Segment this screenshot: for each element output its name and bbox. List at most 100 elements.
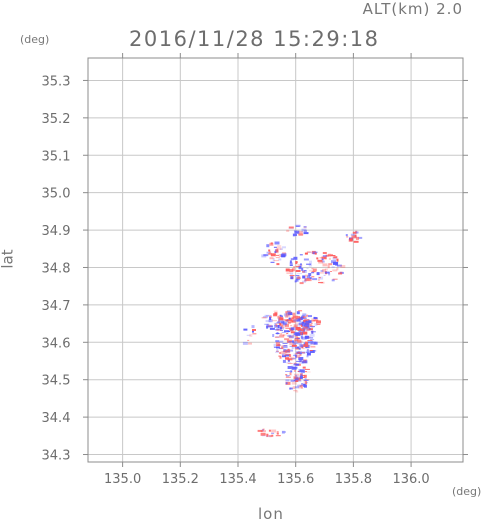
echo-cell xyxy=(296,311,300,315)
echo-cell xyxy=(318,282,324,284)
x-tick-label: 136.0 xyxy=(392,472,429,487)
echo-cell xyxy=(300,351,306,354)
echo-cell xyxy=(303,258,309,261)
echo-cell xyxy=(294,280,297,283)
echo-cell xyxy=(307,275,310,279)
echo-cell xyxy=(252,329,256,331)
echo-cell xyxy=(288,341,294,343)
echo-cell xyxy=(302,313,307,317)
echo-cell xyxy=(276,325,279,327)
echo-cell xyxy=(264,314,270,317)
echo-cell xyxy=(291,366,297,370)
echo-cell xyxy=(316,272,320,276)
echo-cell xyxy=(309,342,312,346)
echo-cell xyxy=(298,310,303,312)
y-tick-label: 34.5 xyxy=(42,374,71,389)
echo-cell xyxy=(279,348,283,349)
x-tick-label: 135.2 xyxy=(162,472,199,487)
echo-cell xyxy=(303,380,307,384)
echo-cell xyxy=(305,351,309,353)
x-tick-label: 135.8 xyxy=(335,472,372,487)
echo-cell xyxy=(273,310,278,312)
echo-cell xyxy=(292,317,295,320)
echo-cell xyxy=(301,375,305,376)
echo-cell xyxy=(279,330,283,331)
echo-cell xyxy=(289,269,294,273)
echo-cell xyxy=(261,429,264,432)
echo-cell xyxy=(271,434,274,437)
echo-cell xyxy=(252,330,254,333)
echo-cell xyxy=(314,252,317,255)
echo-cell xyxy=(276,246,282,250)
echo-cell xyxy=(285,323,289,327)
echo-cell xyxy=(282,246,286,249)
echo-cell xyxy=(274,241,280,245)
echo-cell xyxy=(299,332,303,335)
echo-cell xyxy=(332,278,338,280)
echo-cell xyxy=(303,270,307,272)
echo-cell xyxy=(349,238,353,242)
echo-cell xyxy=(308,315,312,318)
echo-cell xyxy=(293,353,296,357)
echo-cell xyxy=(286,319,292,322)
echo-cell xyxy=(273,325,278,328)
echo-cell xyxy=(283,345,287,347)
echo-cell xyxy=(289,343,294,346)
echo-cell xyxy=(298,357,304,360)
echo-cell xyxy=(300,263,302,266)
echo-cell xyxy=(301,370,303,374)
echo-cell xyxy=(285,370,291,372)
echo-cell xyxy=(350,233,355,236)
echo-cell xyxy=(285,315,289,318)
y-axis-unit: (deg) xyxy=(20,33,50,46)
echo-cell xyxy=(280,333,283,335)
echo-cell xyxy=(345,234,348,237)
echo-cell xyxy=(294,377,299,381)
echo-cell xyxy=(291,268,295,272)
echo-cell xyxy=(280,326,282,330)
echo-cell xyxy=(291,365,294,368)
echo-cell xyxy=(290,264,293,266)
echo-cell xyxy=(268,252,272,255)
echo-cell xyxy=(312,268,317,272)
echo-cell xyxy=(281,430,285,434)
echo-cell xyxy=(306,355,309,358)
echo-cell xyxy=(287,363,293,364)
echo-cell xyxy=(276,350,279,352)
echo-cell xyxy=(284,330,289,333)
echo-cell xyxy=(296,232,299,234)
echo-cell xyxy=(316,320,321,324)
echo-cell xyxy=(309,337,314,339)
echo-cell xyxy=(336,264,342,267)
echo-cell xyxy=(290,379,295,382)
echo-cell xyxy=(295,270,301,272)
echo-cell xyxy=(289,354,292,358)
echo-cell xyxy=(294,386,299,389)
echo-cell xyxy=(302,383,306,387)
echo-cell xyxy=(296,351,301,353)
echo-cell xyxy=(305,316,308,318)
echo-cell xyxy=(338,272,343,275)
echo-cell xyxy=(287,366,292,369)
echo-cell xyxy=(294,346,299,349)
echo-cell xyxy=(261,435,265,437)
echo-cell xyxy=(299,384,303,387)
echo-cell xyxy=(310,346,316,348)
echo-cell xyxy=(297,346,300,349)
y-tick-label: 34.9 xyxy=(42,224,71,239)
echo-cell xyxy=(295,390,299,393)
echo-cell xyxy=(289,387,293,390)
echo-cell xyxy=(309,270,315,272)
echo-cell xyxy=(289,260,292,264)
echo-cell xyxy=(299,369,305,373)
echo-cell xyxy=(321,256,327,259)
echo-cell xyxy=(319,272,324,274)
echo-cell xyxy=(295,226,300,227)
echo-cell xyxy=(304,323,310,327)
echo-cell xyxy=(303,319,307,323)
echo-cell xyxy=(278,258,282,261)
echo-cell xyxy=(310,339,315,341)
echo-cell xyxy=(305,382,308,384)
echo-cell xyxy=(328,253,332,257)
echo-cell xyxy=(300,335,303,339)
